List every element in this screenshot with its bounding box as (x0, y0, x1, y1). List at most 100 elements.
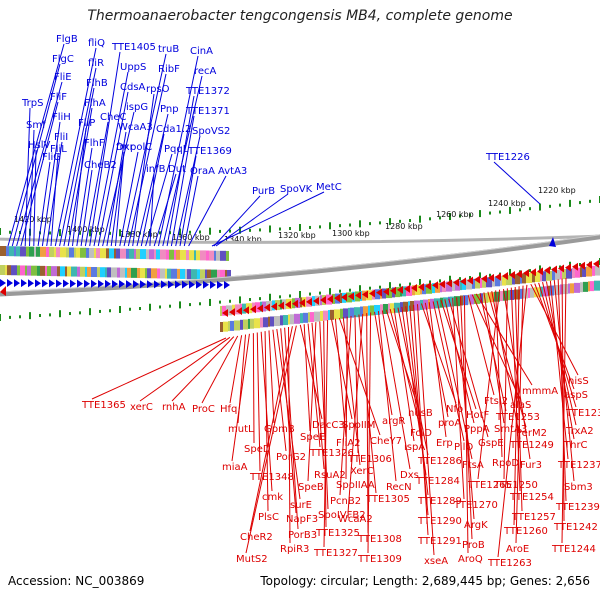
tick-mark (29, 312, 31, 320)
reverse-gene-leader (463, 295, 469, 554)
function-color-bar (169, 249, 174, 260)
reverse-gene-arrow (530, 268, 536, 277)
function-color-bar (86, 247, 89, 258)
function-color-bar (262, 301, 266, 312)
function-color-bar (574, 282, 580, 293)
function-color-bar (27, 265, 31, 276)
forward-gene-arrow (35, 279, 41, 288)
forward-gene-arrow (147, 280, 153, 289)
reverse-gene-leader (268, 330, 275, 424)
function-color-bar (94, 248, 96, 259)
reverse-gene-label: alaS (510, 400, 531, 411)
reverse-gene-label: TTE1289 (417, 496, 462, 507)
forward-gene-leader (149, 173, 155, 247)
function-color-bar (260, 317, 263, 328)
reverse-gene-label: TTE1250 (493, 480, 538, 491)
forward-gene-labels: FlgBFlgCFliEFliFTrpSSmfHslVFliGFliHFliIF… (7, 34, 541, 247)
tick-mark (239, 296, 241, 304)
forward-gene-arrow (21, 279, 27, 288)
reverse-gene-label: Ftsl2 (484, 396, 508, 407)
forward-gene-leader (188, 175, 227, 247)
reverse-gene-arrow (558, 264, 564, 273)
reverse-gene-label: Nfo (446, 404, 463, 415)
function-color-bar (66, 247, 69, 258)
function-color-bar (40, 246, 46, 257)
reverse-gene-label: RpoD (492, 458, 519, 469)
reverse-gene-arrow (285, 300, 291, 309)
reverse-gene-arrow (586, 260, 592, 269)
function-color-bar (145, 268, 147, 279)
reverse-gene-label: SpoIVFB2 (318, 510, 366, 521)
tick-mark (59, 310, 61, 318)
forward-gene-arrow (133, 280, 139, 289)
reverse-gene-label: PlsC (258, 512, 279, 523)
forward-gene-leader (215, 193, 289, 247)
tick-mark (559, 203, 561, 207)
reverse-gene-leader (377, 311, 397, 482)
function-color-bar (174, 249, 176, 260)
function-color-bar (151, 268, 157, 279)
function-color-bar (46, 247, 49, 258)
function-color-bar (582, 266, 586, 277)
reverse-gene-label: hisS (568, 376, 589, 387)
forward-gene-leader (97, 91, 129, 247)
forward-gene-arrow (77, 279, 83, 288)
forward-gene-label: infB (146, 164, 166, 175)
reverse-gene-arrow (551, 265, 557, 274)
forward-gene-leader (183, 175, 199, 247)
reverse-gene-arrow (292, 299, 298, 308)
function-color-bar (528, 287, 530, 298)
forward-gene-arrow (203, 280, 209, 289)
function-color-bar (137, 268, 140, 279)
reverse-gene-arrow (0, 286, 6, 296)
tick-mark (409, 219, 411, 223)
function-color-bar (197, 269, 200, 280)
forward-gene-label: Smf (26, 120, 46, 131)
reverse-gene-leader (338, 317, 381, 436)
tick-mark (349, 223, 351, 227)
forward-gene-leader (132, 93, 155, 247)
kbp-label: 1340 kbp (224, 235, 262, 244)
reverse-gene-leader (483, 292, 505, 424)
function-color-bar (566, 268, 572, 279)
function-color-bar (222, 305, 226, 316)
tick-mark (19, 315, 21, 319)
forward-gene-leader (170, 115, 195, 247)
forward-gene-leader (145, 153, 173, 247)
forward-gene-label: PqqL (164, 144, 189, 155)
forward-gene-arrow (196, 280, 202, 289)
function-color-bar (60, 247, 66, 258)
tick-mark (419, 215, 421, 223)
function-color-bar (343, 308, 348, 319)
function-color-bar (532, 272, 535, 283)
reverse-gene-arrow (495, 272, 501, 281)
tick-mark (339, 289, 341, 293)
reverse-gene-leader (389, 308, 421, 428)
function-color-bar (87, 266, 91, 277)
function-color-bar (71, 266, 77, 277)
reverse-gene-label: ThrC (563, 440, 588, 451)
function-color-bar (189, 250, 194, 261)
function-color-bar (117, 267, 120, 278)
forward-gene-leader (20, 101, 59, 247)
reverse-gene-leader (307, 323, 321, 448)
function-color-bar (91, 266, 97, 277)
reverse-gene-arrow (355, 291, 361, 300)
forward-gene-label: FliG (42, 152, 61, 163)
function-color-bar (554, 285, 560, 296)
reverse-gene-label: TrxA2 (565, 426, 594, 437)
function-color-bar (167, 268, 171, 279)
tick-mark (129, 231, 131, 235)
reverse-gene-leader (252, 333, 255, 444)
forward-gene-arrow (549, 237, 556, 247)
forward-gene-arrow (7, 279, 13, 288)
reverse-gene-leader (249, 326, 293, 532)
tick-mark (109, 231, 111, 235)
function-color-bar (226, 250, 229, 261)
reverse-gene-label: argR (382, 416, 405, 427)
function-color-bar (520, 273, 522, 284)
function-color-bar (594, 280, 600, 291)
function-color-bar (129, 248, 134, 259)
function-color-bar (390, 303, 394, 314)
reverse-gene-arrow (509, 271, 515, 280)
